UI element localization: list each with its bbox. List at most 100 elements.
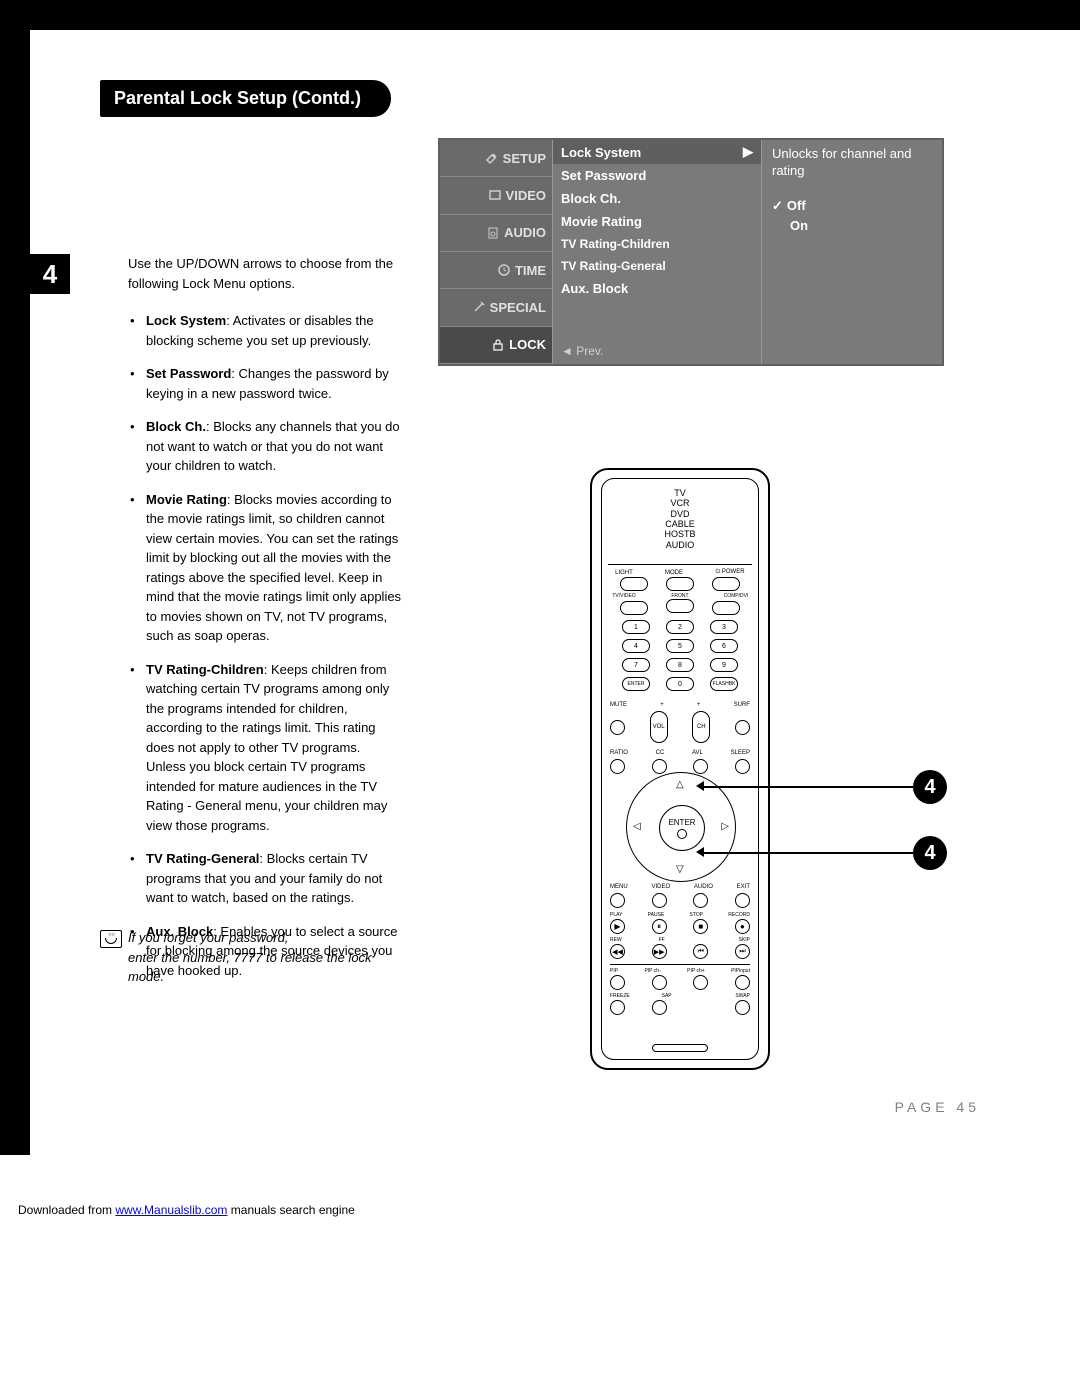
num-4[interactable]: 4 (622, 639, 650, 653)
wand-icon (472, 300, 486, 314)
osd-cat-lock[interactable]: LOCK (440, 327, 552, 364)
surf-button[interactable] (735, 720, 750, 735)
osd-cat-audio[interactable]: AUDIO (440, 215, 552, 252)
audio-button[interactable] (693, 893, 708, 908)
compdvi-button[interactable] (712, 601, 740, 615)
remote-pip-row (610, 975, 750, 990)
mode-button[interactable] (666, 577, 694, 591)
enter-dot-icon (677, 829, 687, 839)
label-record: RECORD (728, 912, 750, 918)
play-button[interactable]: ▶ (610, 919, 625, 934)
enter-button[interactable]: ENTER (659, 805, 705, 851)
callout-arrow-down (696, 847, 704, 857)
osd-categories: SETUP VIDEO AUDIO TIME SPECIAL LOCK (440, 140, 552, 364)
label-tvvideo: TV/VIDEO (610, 593, 638, 599)
remote-bottom-row (610, 1000, 750, 1015)
skip-fwd-button[interactable]: ⏭ (735, 944, 750, 959)
manual-page: Parental Lock Setup (Contd.) 4 Use the U… (0, 0, 1080, 1397)
remote-mode-list: TV VCR DVD CABLE HOSTB AUDIO (592, 488, 768, 550)
pause-button[interactable]: ⏸ (652, 919, 667, 934)
ratio-button[interactable] (610, 759, 625, 774)
remote-numpad: 1 2 3 4 5 6 7 8 9 ENTER 0 FLASHBK (622, 620, 738, 691)
osd-item-aux-block[interactable]: Aux. Block (553, 277, 761, 300)
remote-logo-bar (652, 1044, 708, 1052)
osd-item-lock-system[interactable]: Lock System▶ (553, 140, 761, 164)
label-swap: SWAP (735, 993, 750, 999)
enter-small-button[interactable]: ENTER (622, 677, 650, 691)
osd-item-block-ch[interactable]: Block Ch. (553, 187, 761, 210)
stop-button[interactable]: ■ (693, 919, 708, 934)
exit-button[interactable] (735, 893, 750, 908)
label-video: VIDEO (651, 884, 670, 890)
num-2[interactable]: 2 (666, 620, 694, 634)
video-button[interactable] (652, 893, 667, 908)
num-6[interactable]: 6 (710, 639, 738, 653)
osd-opt-off[interactable]: ✓Off (772, 196, 932, 216)
label-compdvi: COMP/DVI (722, 593, 750, 599)
skip-back-button[interactable]: ⏮ (693, 944, 708, 959)
tvvideo-button[interactable] (620, 601, 648, 615)
num-1[interactable]: 1 (622, 620, 650, 634)
osd-cat-setup[interactable]: SETUP (440, 140, 552, 177)
osd-item-set-password[interactable]: Set Password (553, 164, 761, 187)
osd-item-tv-rating-general[interactable]: TV Rating-General (553, 255, 761, 277)
label-mute: MUTE (610, 702, 627, 708)
ff-button[interactable]: ▶▶ (652, 944, 667, 959)
cc-button[interactable] (652, 759, 667, 774)
pipchp-button[interactable] (693, 975, 708, 990)
bullet-tv-rating-general: TV Rating-General: Blocks certain TV pro… (146, 849, 403, 908)
osd-item-movie-rating[interactable]: Movie Rating (553, 210, 761, 233)
remote-mid-row: VOL CH (610, 711, 750, 743)
rew-button[interactable]: ◀◀ (610, 944, 625, 959)
label-plus2: + (697, 702, 701, 708)
mute-button[interactable] (610, 720, 625, 735)
num-8[interactable]: 8 (666, 658, 694, 672)
swap-button[interactable] (735, 1000, 750, 1015)
osd-cat-video[interactable]: VIDEO (440, 177, 552, 214)
ch-rocker[interactable]: CH (692, 711, 710, 743)
num-5[interactable]: 5 (666, 639, 694, 653)
record-button[interactable]: ● (735, 919, 750, 934)
front-button[interactable] (666, 599, 694, 613)
avl-button[interactable] (693, 759, 708, 774)
pip-button[interactable] (610, 975, 625, 990)
sap-button[interactable] (652, 1000, 667, 1015)
callout-line-down (703, 852, 913, 854)
dpad-left-icon: ◁ (633, 821, 641, 832)
osd-prev[interactable]: ◄ Prev. (561, 344, 603, 358)
osd-item-tv-rating-children[interactable]: TV Rating-Children (553, 233, 761, 255)
label-plus1: + (660, 702, 664, 708)
pipinput-button[interactable] (735, 975, 750, 990)
light-button[interactable] (620, 577, 648, 591)
num-0[interactable]: 0 (666, 677, 694, 691)
bullet-set-password: Set Password: Changes the password by ke… (146, 364, 403, 403)
remote-bottom-labels: FREEZE SAP SWAP (610, 993, 750, 999)
remote-separator-2 (610, 964, 750, 965)
menu-button[interactable] (610, 893, 625, 908)
flashbk-button[interactable]: FLASHBK (710, 677, 738, 691)
freeze-button[interactable] (610, 1000, 625, 1015)
num-9[interactable]: 9 (710, 658, 738, 672)
bullet-movie-rating: Movie Rating: Blocks movies according to… (146, 490, 403, 646)
osd-cat-time[interactable]: TIME (440, 252, 552, 289)
footer-post: manuals search engine (227, 1203, 354, 1217)
remote-arc-row (620, 601, 740, 615)
remote-control: TV VCR DVD CABLE HOSTB AUDIO LIGHT MODE … (590, 468, 770, 1070)
num-3[interactable]: 3 (710, 620, 738, 634)
label-exit: EXIT (737, 884, 750, 890)
label-light: LIGHT (610, 570, 638, 576)
page-title: Parental Lock Setup (Contd.) (100, 80, 391, 117)
label-pipchm: PIP ch- (644, 968, 660, 974)
intro-text: Use the UP/DOWN arrows to choose from th… (128, 254, 403, 293)
label-play: PLAY (610, 912, 622, 918)
dpad[interactable]: △ ▽ ◁ ▷ ENTER (626, 772, 736, 882)
sleep-button[interactable] (735, 759, 750, 774)
pipchm-button[interactable] (652, 975, 667, 990)
speaker-icon (486, 226, 500, 240)
footer-link[interactable]: www.Manualslib.com (115, 1203, 227, 1217)
num-7[interactable]: 7 (622, 658, 650, 672)
osd-opt-on[interactable]: On (772, 216, 932, 235)
vol-rocker[interactable]: VOL (650, 711, 668, 743)
power-button[interactable] (712, 577, 740, 591)
osd-cat-special[interactable]: SPECIAL (440, 289, 552, 326)
